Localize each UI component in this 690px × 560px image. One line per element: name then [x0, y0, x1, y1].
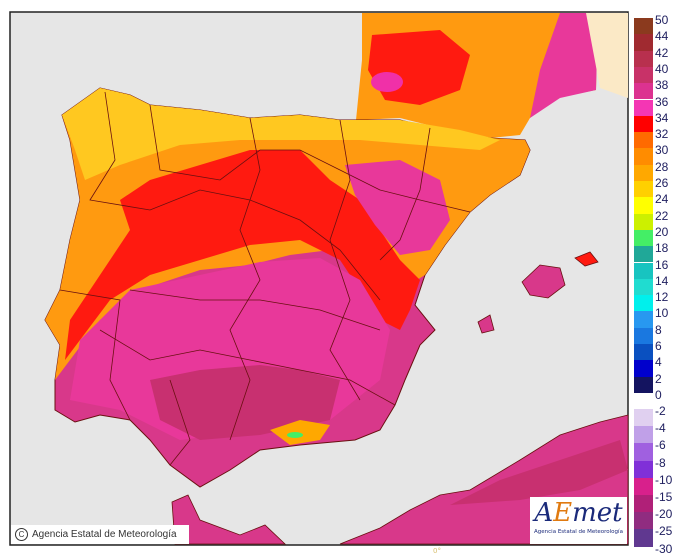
- sierra-nevada-peak: [287, 432, 303, 438]
- color-legend: 50 44 42 40 38 36 34 32 30 28 26 24 22 20 18 16 14 12 10 8 6…: [632, 0, 690, 560]
- mallorca: [521, 264, 566, 299]
- legend-swatch: [634, 443, 653, 461]
- copyright-text: Agencia Estatal de Meteorología: [32, 529, 177, 540]
- legend-label: -4: [655, 421, 666, 436]
- legend-label: -15: [655, 490, 673, 504]
- andalusia-zone: [150, 365, 340, 440]
- legend-label: 30: [655, 143, 669, 158]
- legend-label: 0: [655, 387, 662, 402]
- legend-label: 32: [655, 127, 669, 142]
- legend-swatch: [634, 181, 653, 198]
- logo-subtitle: Agencia Estatal de Meteorología: [534, 529, 623, 535]
- legend-label: 16: [655, 257, 669, 272]
- province-borders: [59, 91, 471, 466]
- legend-label: 44: [655, 29, 669, 44]
- legend-swatch: [634, 164, 653, 181]
- legend-label: 14: [655, 273, 669, 288]
- legend-swatch: [634, 50, 653, 67]
- legend-label: 8: [655, 322, 662, 337]
- legend-swatch: [634, 460, 653, 478]
- temperature-map: [9, 11, 629, 546]
- legend-label: 34: [655, 110, 669, 125]
- legend-swatch: [634, 246, 653, 263]
- copyright-notice: C Agencia Estatal de Meteorología: [11, 525, 189, 544]
- logo-letter-a: A: [534, 498, 554, 528]
- logo-text-met: met: [572, 498, 623, 528]
- legend-swatch: [634, 115, 653, 133]
- longitude-label: 0°: [433, 547, 441, 555]
- logo-letter-e: E: [553, 498, 573, 528]
- legend-swatch: [634, 66, 653, 84]
- legend-swatch: [634, 262, 653, 279]
- legend-label: -2: [655, 404, 666, 418]
- africa-west: [171, 494, 287, 545]
- legend-label: 42: [655, 45, 669, 60]
- menorca: [574, 251, 599, 267]
- legend-label: -8: [655, 455, 666, 470]
- legend-swatch: [634, 132, 653, 149]
- legend-label: -6: [655, 438, 666, 453]
- sierra-nevada-zone: [270, 420, 330, 445]
- legend-swatch: [634, 148, 653, 165]
- legend-label: 38: [655, 78, 669, 93]
- legend-swatch: [634, 213, 653, 230]
- legend-swatch: [634, 327, 653, 344]
- legend-label: 24: [655, 192, 669, 207]
- legend-label: -20: [655, 507, 673, 522]
- legend-label: -10: [655, 472, 673, 487]
- atlas-zone: [450, 440, 628, 505]
- legend-label: 10: [655, 306, 669, 321]
- legend-label: -30: [655, 541, 673, 556]
- aemet-logo: AEmet Agencia Estatal de Meteorología: [530, 497, 627, 544]
- legend-label: 18: [655, 241, 669, 256]
- legend-swatch: [634, 426, 653, 444]
- france-rhone-region: [530, 13, 598, 118]
- legend-label: 36: [655, 94, 669, 109]
- legend-label: -25: [655, 524, 673, 539]
- central-red-zone: [65, 150, 420, 360]
- legend-label: 26: [655, 176, 669, 190]
- france-east-region: [586, 13, 628, 98]
- legend-swatch: [634, 360, 653, 377]
- ibiza: [477, 314, 495, 334]
- legend-label: 50: [655, 13, 669, 27]
- legend-swatch: [634, 229, 653, 247]
- legend-label: 2: [655, 371, 662, 386]
- legend-label: 12: [655, 290, 669, 305]
- legend-swatch: [634, 477, 653, 495]
- legend-swatch: [634, 295, 653, 312]
- legend-swatch: [634, 376, 653, 393]
- legend-swatch: [634, 512, 653, 530]
- legend-swatch: [634, 344, 653, 361]
- legend-swatch: [634, 197, 653, 214]
- france-hottest-zone: [371, 72, 403, 92]
- legend-label: 40: [655, 61, 669, 76]
- legend-swatch: [634, 83, 653, 100]
- north-yellow-zone: [62, 88, 500, 180]
- legend-swatch: [634, 529, 653, 547]
- legend-label: 28: [655, 159, 669, 174]
- legend-label: 6: [655, 339, 662, 353]
- legend-swatch: [634, 495, 653, 513]
- legend-swatch: [634, 34, 653, 51]
- legend-swatch: [634, 278, 653, 296]
- legend-label: 20: [655, 224, 669, 239]
- legend-swatch: [634, 18, 653, 35]
- ebro-hot-zone: [345, 160, 450, 255]
- legend-swatch: [634, 311, 653, 328]
- legend-label: 4: [655, 355, 662, 370]
- legend-label: 22: [655, 208, 669, 223]
- legend-swatch: [634, 409, 653, 427]
- legend-swatch: [634, 99, 653, 116]
- copyright-icon: C: [15, 527, 28, 541]
